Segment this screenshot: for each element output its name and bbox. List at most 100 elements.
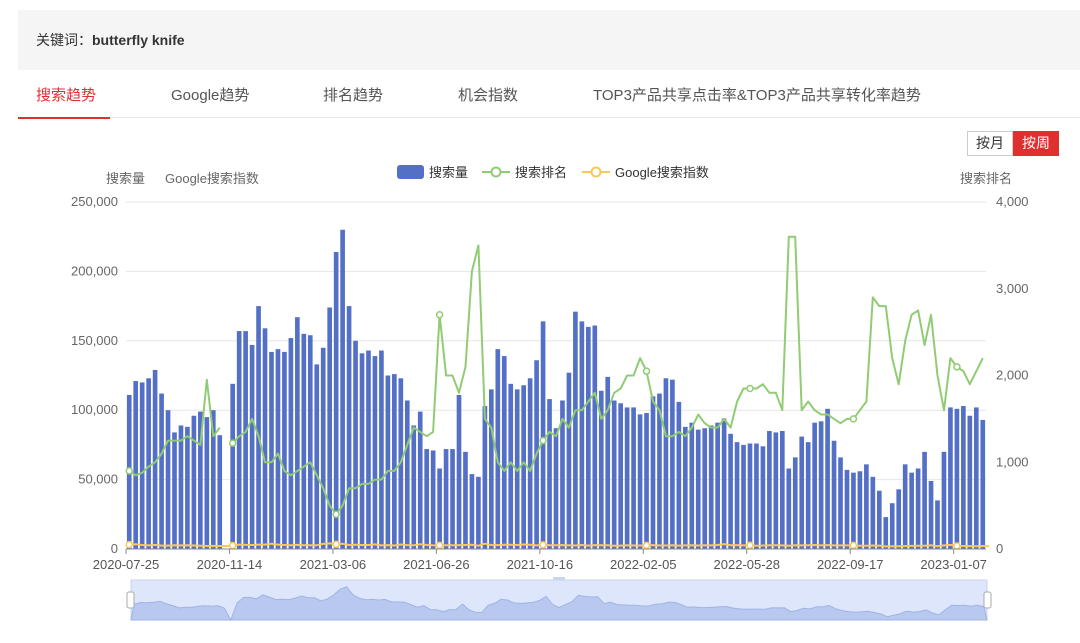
point-google-index — [125, 540, 133, 549]
tab-rank-trend[interactable]: 排名趋势 — [323, 87, 384, 104]
bar — [198, 411, 203, 549]
bar — [327, 307, 333, 549]
bar — [204, 417, 210, 549]
bar — [663, 378, 669, 549]
bar — [456, 394, 462, 549]
y-right-tick-label: 3,000 — [996, 281, 1029, 296]
bar — [644, 412, 649, 549]
point-search-rank — [849, 415, 858, 423]
point-search-rank — [642, 367, 651, 375]
point-search-rank — [332, 510, 340, 519]
bar — [721, 418, 727, 549]
bar — [165, 410, 171, 549]
legend-google-index[interactable]: Google搜索指数 — [615, 165, 709, 180]
bar — [307, 335, 313, 549]
bar — [973, 407, 979, 549]
bar — [172, 432, 177, 549]
legend-swatch-google-index-dot — [590, 166, 602, 178]
bar — [540, 321, 546, 549]
bar — [489, 389, 494, 549]
y-left-tick-label: 0 — [111, 541, 118, 556]
bar — [430, 450, 436, 549]
bar — [747, 443, 753, 549]
x-tick-label: 2023-01-07 — [920, 557, 987, 572]
by-month-button[interactable]: 按月 — [967, 131, 1013, 156]
legend-swatch-search-volume — [397, 165, 424, 179]
bar — [967, 415, 973, 549]
data-zoom-slider[interactable] — [126, 577, 992, 622]
bar — [346, 306, 352, 549]
point-search-rank — [435, 311, 444, 319]
bar — [159, 393, 164, 549]
bar — [146, 378, 151, 549]
tab-search-trend[interactable]: 搜索趋势 — [17, 74, 111, 119]
bar — [527, 378, 533, 549]
bar — [320, 347, 326, 549]
x-tick-label: 2021-03-06 — [300, 557, 367, 572]
bar — [889, 503, 895, 549]
zoom-drag-grip — [553, 577, 565, 580]
bar — [851, 472, 856, 549]
bar — [670, 379, 675, 549]
legend-search-rank[interactable]: 搜索排名 — [515, 165, 567, 180]
bar — [657, 393, 662, 549]
bar — [295, 317, 300, 549]
zoom-handle-left — [126, 591, 135, 609]
bar — [553, 428, 559, 549]
bar — [980, 419, 986, 549]
bar — [818, 421, 824, 549]
bar — [514, 389, 520, 549]
bar — [909, 472, 914, 549]
bar — [586, 326, 591, 549]
tab-opportunity-index[interactable]: 机会指数 — [458, 87, 519, 104]
y-right-tick-label: 2,000 — [996, 368, 1029, 383]
bar — [482, 406, 488, 549]
bar — [825, 408, 830, 549]
bar — [805, 442, 811, 549]
bar — [773, 432, 779, 549]
bar — [282, 351, 287, 549]
point-search-rank — [228, 439, 237, 447]
bar — [243, 331, 248, 549]
bar — [598, 390, 604, 549]
bar — [799, 436, 805, 549]
bar — [392, 374, 397, 549]
bar — [954, 408, 960, 549]
chart-legend[interactable]: 搜索量 搜索排名 Google搜索指数 — [397, 165, 709, 180]
point-google-index — [332, 540, 340, 549]
bar — [922, 451, 927, 549]
bar — [249, 344, 255, 549]
bar — [902, 464, 908, 549]
bar — [417, 411, 423, 549]
y-right-tick-label: 0 — [996, 541, 1003, 556]
bar — [624, 407, 630, 549]
bar — [463, 451, 468, 549]
bar — [935, 500, 940, 549]
bar — [230, 383, 236, 549]
bar — [443, 449, 449, 549]
tab-top3-share-trend[interactable]: TOP3产品共享点击率&TOP3产品共享转化率趋势 — [593, 87, 921, 104]
bar — [191, 415, 197, 549]
point-search-rank — [125, 467, 133, 475]
bar — [883, 517, 889, 549]
x-tick-label: 2021-10-16 — [507, 557, 574, 572]
bar — [734, 442, 740, 549]
tab-google-trend[interactable]: Google趋势 — [171, 87, 250, 104]
chart-axes: 0 50,000 100,000 150,000 200,000 250,000 0 1,00… — [71, 194, 1029, 572]
bar — [876, 490, 882, 549]
y-left-tick-label: 50,000 — [78, 472, 118, 487]
bar-series-search-volume — [126, 229, 986, 549]
bar — [896, 489, 902, 549]
legend-search-volume[interactable]: 搜索量 — [429, 165, 468, 180]
bar — [573, 311, 578, 549]
bar — [579, 321, 585, 549]
by-week-button[interactable]: 按周 — [1013, 131, 1059, 156]
bar — [676, 401, 682, 549]
point-google-index — [849, 541, 858, 550]
bar — [469, 474, 475, 549]
bar — [637, 414, 643, 549]
bar — [961, 406, 966, 549]
bar — [792, 457, 798, 549]
y-left-tick-label: 200,000 — [71, 263, 118, 278]
bar — [689, 422, 695, 549]
